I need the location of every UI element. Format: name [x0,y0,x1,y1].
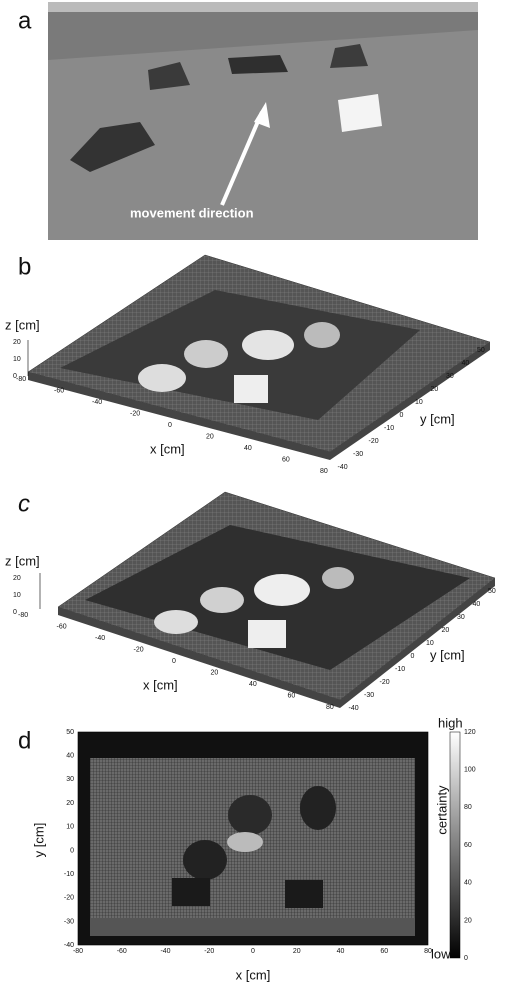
y-tick-label: -10 [395,666,405,673]
y-tick-label: 50 [66,729,74,736]
panel-label: d [18,727,31,754]
x-tick-label: -60 [117,948,127,955]
y-tick-label: 40 [66,753,74,760]
colorbar-tick-label: 20 [464,917,472,924]
y-tick-label: -30 [64,918,74,925]
y-tick-label: -20 [64,895,74,902]
axis-label: y [cm] [420,411,455,426]
x-tick-label: -40 [95,635,105,642]
colorbar-tick-label: 40 [464,880,472,887]
surface-plot [40,492,495,708]
axis-label: x [cm] [150,441,185,456]
y-tick-label: 30 [457,614,465,621]
colorbar-label: certainty [434,785,449,835]
z-tick-label: 0 [13,609,17,616]
y-tick-label: 50 [488,588,496,595]
x-tick-label: 20 [206,433,214,440]
x-tick-label: 60 [282,456,290,463]
axis-label: y [cm] [31,823,46,858]
x-tick-label: 40 [337,948,345,955]
panel-label: a [18,7,32,34]
axis-label: z [cm] [5,317,40,332]
y-tick-label: 20 [66,800,74,807]
annotation: movement direction [130,205,254,220]
y-tick-label: 0 [400,412,404,419]
y-tick-label: 30 [446,373,454,380]
photo [48,2,478,240]
x-tick-label: -80 [16,376,26,383]
x-tick-label: -20 [130,410,140,417]
figure: abcdmovement directionz [cm]20100-80-60-… [0,0,530,984]
y-tick-label: 20 [431,386,439,393]
y-tick-label: 0 [411,653,415,660]
z-tick-label: 20 [13,339,21,346]
panel-label: c [18,490,30,517]
y-tick-label: -30 [364,692,374,699]
x-tick-label: 60 [380,948,388,955]
y-tick-label: -10 [384,425,394,432]
heatmap [78,732,460,958]
x-tick-label: 80 [320,468,328,475]
axis-label: x [cm] [236,967,271,982]
surface-plot [28,255,490,460]
colorbar-tick-label: 80 [464,804,472,811]
x-tick-label: 80 [326,704,334,711]
y-tick-label: -40 [338,464,348,471]
x-tick-label: 60 [288,692,296,699]
y-tick-label: -40 [349,705,359,712]
y-tick-label: 30 [66,776,74,783]
axis-label: y [cm] [430,647,465,662]
axis-label: z [cm] [5,553,40,568]
y-tick-label: -40 [64,942,74,949]
x-tick-label: -40 [92,399,102,406]
y-tick-label: 10 [415,399,423,406]
panel-label: b [18,253,31,280]
x-tick-label: -60 [57,623,67,630]
y-tick-label: 0 [70,847,74,854]
x-tick-label: 0 [168,422,172,429]
z-tick-label: 10 [13,356,21,363]
y-tick-label: 20 [442,627,450,634]
x-tick-label: 0 [251,948,255,955]
x-tick-label: -20 [134,646,144,653]
y-tick-label: 10 [66,824,74,831]
y-tick-label: -20 [369,438,379,445]
x-tick-label: -20 [204,948,214,955]
z-tick-label: 10 [13,592,21,599]
x-tick-label: -80 [18,612,28,619]
y-tick-label: 40 [473,601,481,608]
x-tick-label: 40 [244,445,252,452]
colorbar-tick-label: 100 [464,767,476,774]
y-tick-label: 10 [426,640,434,647]
colorbar-tick-label: 120 [464,729,476,736]
x-tick-label: 20 [293,948,301,955]
colorbar-label: low [431,946,451,961]
axis-label: x [cm] [143,677,178,692]
y-tick-label: -30 [353,451,363,458]
y-tick-label: 50 [477,347,485,354]
x-tick-label: 0 [172,658,176,665]
x-tick-label: -80 [73,948,83,955]
colorbar-label: high [438,715,463,730]
y-tick-label: 40 [462,360,470,367]
x-tick-label: -40 [160,948,170,955]
y-tick-label: -10 [64,871,74,878]
colorbar-tick-label: 60 [464,842,472,849]
colorbar-tick-label: 0 [464,955,468,962]
x-tick-label: 40 [249,681,257,688]
y-tick-label: -20 [380,679,390,686]
x-tick-label: -60 [54,387,64,394]
z-tick-label: 20 [13,575,21,582]
x-tick-label: 20 [211,669,219,676]
